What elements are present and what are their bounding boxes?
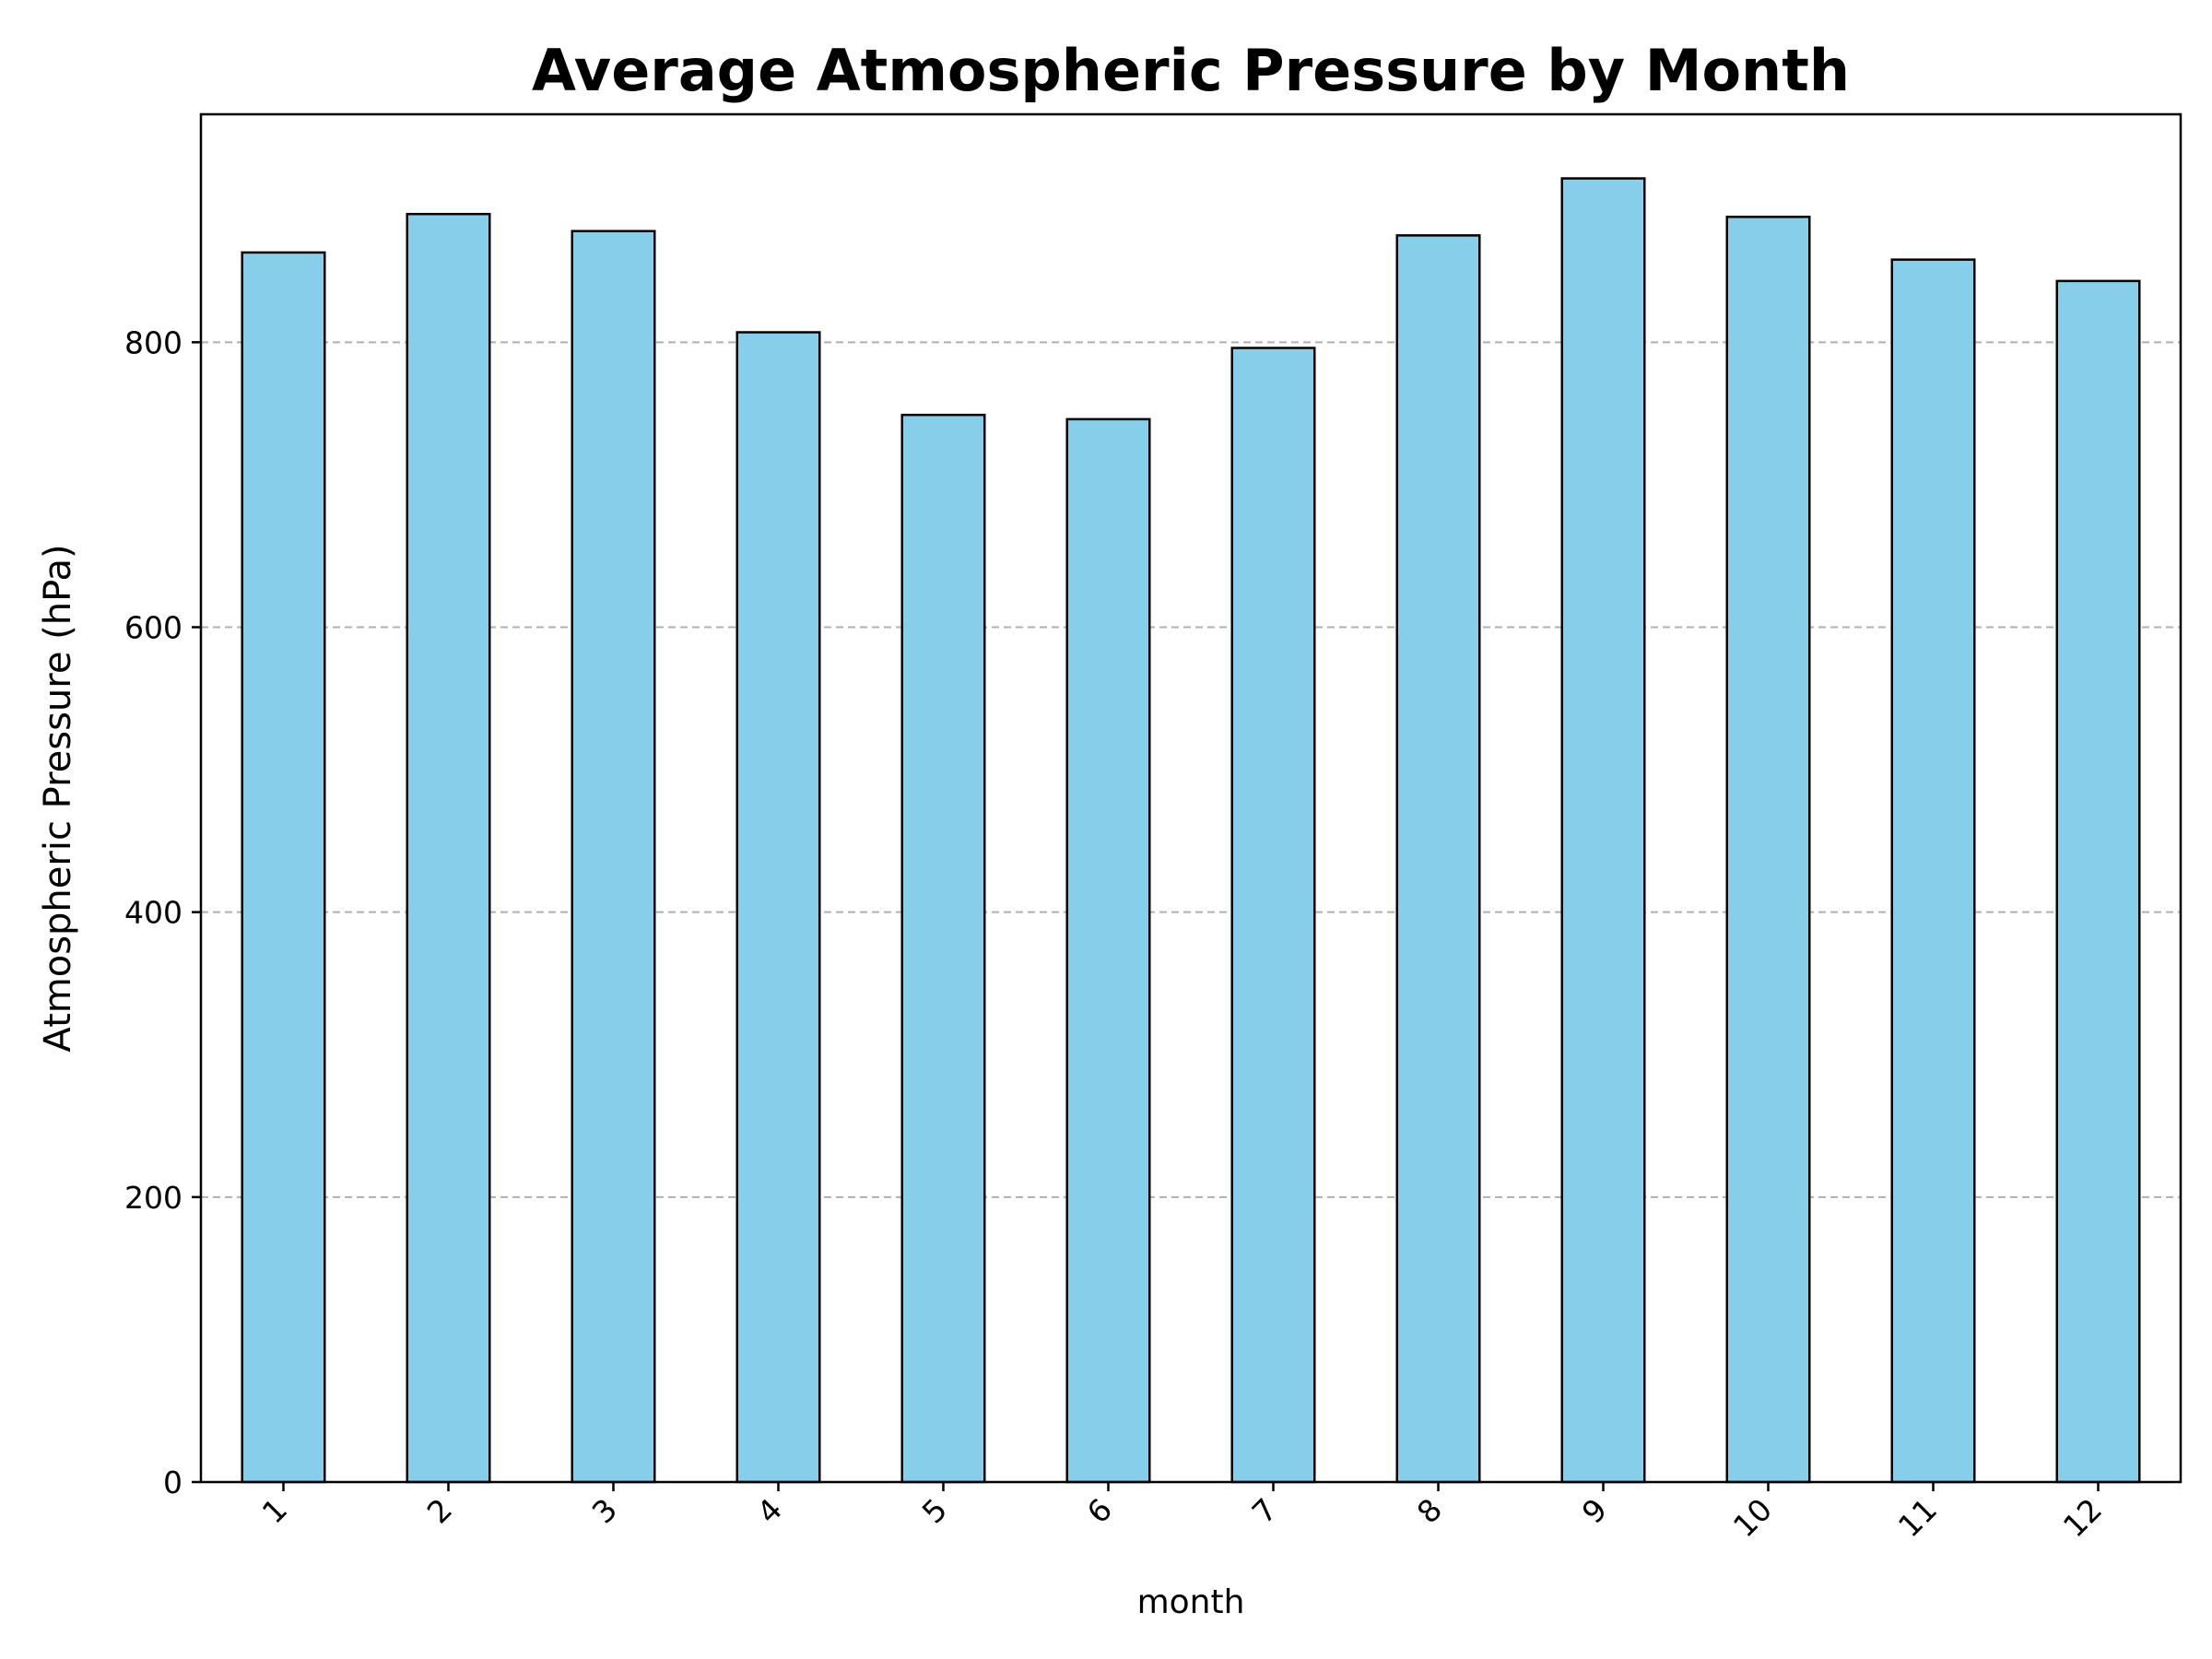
y-axis-ticks: 0 200 400 600 800 bbox=[124, 324, 201, 1500]
bar-month-3 bbox=[571, 229, 656, 1484]
bar-month-5 bbox=[900, 413, 986, 1484]
x-tick-label-7: 7 bbox=[1245, 1491, 1284, 1530]
bar-month-4 bbox=[735, 331, 821, 1484]
x-tick-label-10: 10 bbox=[1726, 1491, 1779, 1544]
bar-month-2 bbox=[406, 212, 491, 1484]
x-tick-label-4: 4 bbox=[750, 1491, 789, 1530]
plot-frame bbox=[199, 112, 2183, 1484]
bar-month-7 bbox=[1230, 347, 1316, 1484]
x-tick-label-12: 12 bbox=[2056, 1491, 2109, 1544]
x-tick-label-6: 6 bbox=[1080, 1491, 1119, 1530]
y-tick-label-200: 200 bbox=[124, 1180, 182, 1216]
y-tick-label-400: 400 bbox=[124, 895, 182, 931]
x-tick-label-2: 2 bbox=[420, 1491, 459, 1530]
x-tick-label-9: 9 bbox=[1575, 1491, 1614, 1530]
y-tick-label-800: 800 bbox=[124, 324, 182, 360]
bar-month-8 bbox=[1395, 234, 1481, 1484]
x-axis-ticks: 1 2 3 4 5 6 7 8 9 10 11 12 bbox=[255, 1482, 2109, 1544]
y-tick-label-600: 600 bbox=[124, 610, 182, 646]
x-tick-label-3: 3 bbox=[585, 1491, 624, 1530]
chart-title: Average Atmospheric Pressure by Month bbox=[532, 37, 1850, 104]
x-tick-label-8: 8 bbox=[1410, 1491, 1449, 1530]
y-tick-label-0: 0 bbox=[163, 1465, 182, 1500]
bars bbox=[241, 177, 2141, 1484]
y-axis-label: Atmospheric Pressure (hPa) bbox=[37, 544, 79, 1052]
bar-month-12 bbox=[2055, 279, 2141, 1484]
x-tick-label-11: 11 bbox=[1891, 1491, 1944, 1544]
bar-month-10 bbox=[1725, 216, 1811, 1484]
x-tick-label-5: 5 bbox=[915, 1491, 954, 1530]
x-axis-label: month bbox=[1137, 1583, 1245, 1621]
bar-month-9 bbox=[1560, 177, 1646, 1484]
bar-month-6 bbox=[1065, 418, 1151, 1484]
bar-month-11 bbox=[1890, 258, 1976, 1484]
x-tick-label-1: 1 bbox=[255, 1491, 294, 1530]
grid-lines bbox=[201, 341, 2181, 1198]
bar-month-1 bbox=[241, 251, 326, 1484]
